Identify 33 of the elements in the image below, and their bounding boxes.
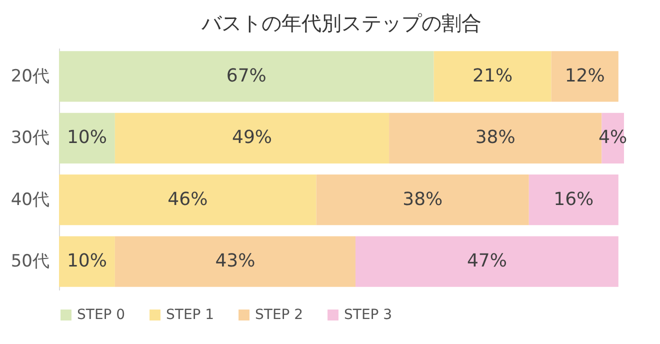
bar <box>59 112 115 164</box>
legend-label: STEP 0 <box>77 307 126 323</box>
data-label: 43% <box>215 250 256 272</box>
chart-title: バストの年代別ステップの割合 <box>200 11 482 35</box>
bar <box>528 174 618 226</box>
legend-label: STEP 3 <box>344 307 392 323</box>
data-label: 49% <box>232 127 272 148</box>
bar <box>114 112 390 164</box>
bar <box>316 174 529 226</box>
bar <box>355 236 618 287</box>
y-tick-label: 30代 <box>10 128 50 148</box>
bar <box>59 236 115 287</box>
data-label: 47% <box>466 250 507 272</box>
bar <box>551 51 618 102</box>
legend-label: STEP 1 <box>166 307 214 323</box>
data-label: 46% <box>168 188 208 210</box>
legend-label: STEP 2 <box>255 307 304 323</box>
bar <box>59 174 316 226</box>
bar <box>59 51 434 102</box>
data-label: 10% <box>66 127 107 148</box>
data-label: 10% <box>66 250 107 272</box>
data-label: 21% <box>472 65 513 86</box>
bar <box>114 236 356 287</box>
data-label: 4% <box>598 127 628 148</box>
data-label: 38% <box>475 127 516 148</box>
data-label: 12% <box>564 65 605 86</box>
bar <box>434 51 552 102</box>
data-label: 67% <box>226 65 266 86</box>
data-label: 38% <box>402 188 443 210</box>
y-tick-label: 50代 <box>10 252 50 272</box>
data-label: 16% <box>554 188 594 210</box>
y-tick-label: 20代 <box>10 66 50 86</box>
y-tick-label: 40代 <box>10 190 50 210</box>
